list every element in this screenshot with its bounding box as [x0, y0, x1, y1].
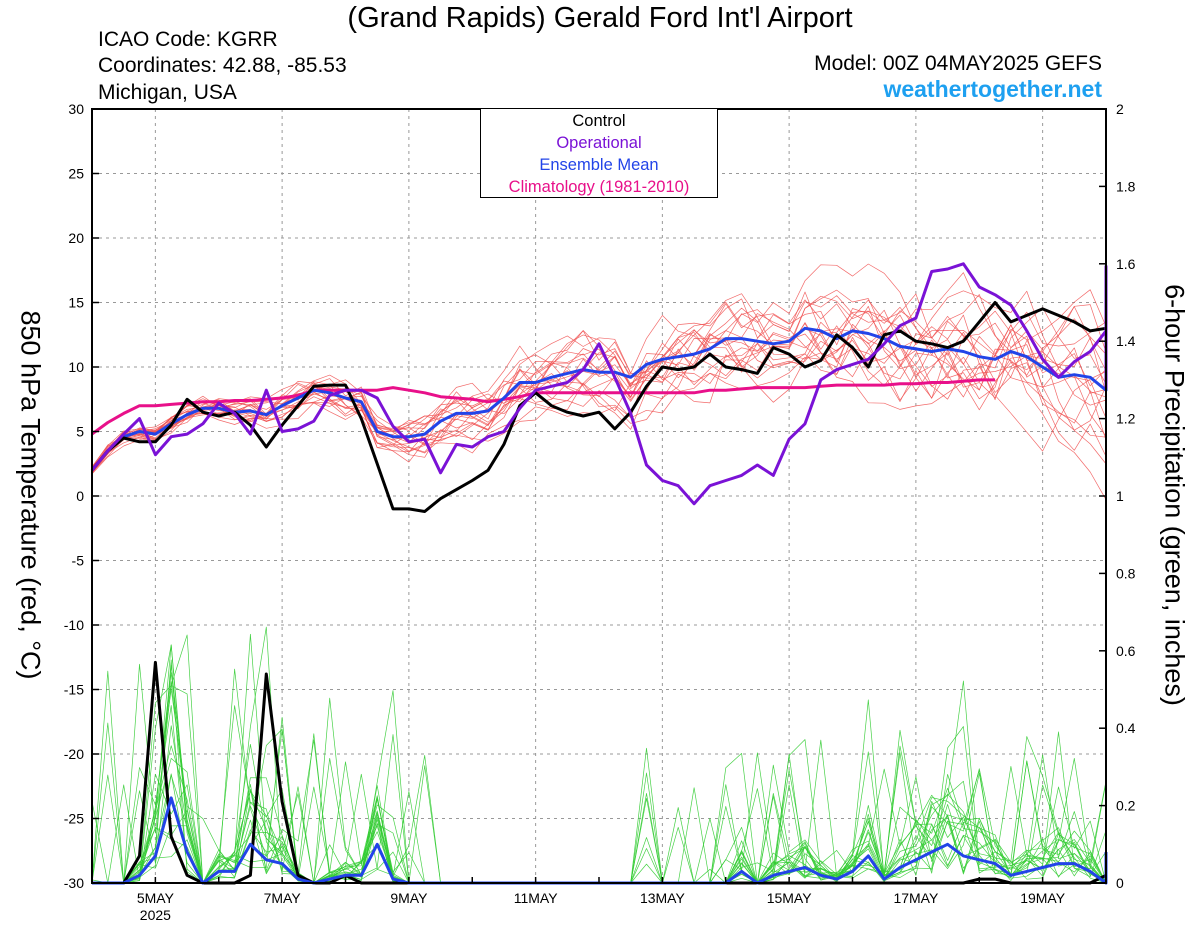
- x-tick-label: 7MAY: [264, 890, 302, 906]
- x-tick-label: 15MAY: [767, 890, 813, 906]
- legend-ensemble-mean: Ensemble Mean: [539, 156, 659, 174]
- x-tick-label: 13MAY: [640, 890, 686, 906]
- region: Michigan, USA: [98, 81, 237, 104]
- x-axis-ticks: 5MAY 7MAY 9MAY 11MAY 13MAY 15MAY 17MAY 19MAY 202…: [91, 877, 1107, 923]
- right-tick-label: 0.4: [1116, 720, 1136, 736]
- x-tick-label: 9MAY: [390, 890, 428, 906]
- temp-climatology-line: [91, 378, 996, 436]
- temperature-member-line: [91, 275, 1107, 469]
- precipitation-member-line: [91, 754, 1107, 884]
- right-tick-label: 1: [1116, 488, 1124, 504]
- legend-operational: Operational: [556, 134, 642, 152]
- left-tick-label: 20: [68, 230, 84, 246]
- legend-climatology: Climatology (1981-2010): [508, 178, 690, 196]
- temperature-member-line: [91, 272, 1107, 511]
- left-axis-label: 850 hPa Temperature (red, °C): [15, 310, 46, 680]
- legend-control: Control: [572, 112, 626, 130]
- temperature-member-line: [91, 280, 1107, 467]
- left-tick-label: -15: [64, 682, 84, 698]
- model-run: Model: 00Z 04MAY2025 GEFS: [814, 52, 1102, 75]
- precipitation-member-line: [91, 670, 1107, 884]
- precipitation-member-line: [92, 697, 1107, 884]
- right-tick-label: 0.8: [1116, 565, 1136, 581]
- right-axis-label: 6-hour Precipitation (green, inches): [1159, 284, 1190, 706]
- temperature-member-line: [91, 293, 1107, 480]
- temp-ensemble-mean-line: [90, 326, 1108, 472]
- left-tick-label: 0: [76, 488, 84, 504]
- left-tick-label: -20: [64, 746, 84, 762]
- x-tick-year-label: 2025: [140, 907, 171, 923]
- left-tick-label: 25: [68, 166, 84, 182]
- x-tick-label: 17MAY: [893, 890, 939, 906]
- right-tick-label: 0.2: [1116, 798, 1136, 814]
- temperature-member-line: [91, 306, 1107, 473]
- right-tick-label: 0.6: [1116, 643, 1136, 659]
- temperature-ensemble-members: [91, 263, 1107, 511]
- left-tick-label: -5: [72, 553, 85, 569]
- left-tick-label: 15: [68, 295, 84, 311]
- precipitation-ensemble-members: [91, 626, 1107, 884]
- precipitation-member-line: [92, 755, 1107, 884]
- icao-code: ICAO Code: KGRR: [98, 28, 278, 51]
- left-tick-label: 10: [68, 359, 84, 375]
- grid-lines: [92, 109, 1106, 883]
- coordinates: Coordinates: 42.88, -85.53: [98, 54, 347, 77]
- site-link[interactable]: weathertogether.net: [883, 76, 1102, 102]
- left-tick-label: -30: [64, 875, 84, 891]
- right-tick-label: 1.4: [1116, 333, 1136, 349]
- left-tick-label: 30: [68, 101, 84, 117]
- precipitation-member-line: [92, 729, 1107, 884]
- left-tick-label: 5: [76, 424, 84, 440]
- legend: Control Operational Ensemble Mean Climat…: [480, 108, 718, 198]
- x-tick-label: 5MAY: [137, 890, 175, 906]
- left-tick-label: -10: [64, 617, 84, 633]
- right-tick-label: 2: [1116, 101, 1124, 117]
- right-tick-label: 1.8: [1116, 178, 1136, 194]
- left-axis-ticks: 30 25 20 15 10 5 0 -5 -10 -15 -20 -25 -30: [64, 101, 99, 891]
- temperature-member-line: [91, 263, 1107, 472]
- right-tick-label: 1.6: [1116, 256, 1136, 272]
- right-tick-label: 0: [1116, 875, 1124, 891]
- x-tick-label: 19MAY: [1020, 890, 1066, 906]
- right-axis-ticks: 2 1.8 1.6 1.4 1.2 1 0.8 0.6 0.4 0.2 0: [1099, 101, 1136, 891]
- right-tick-label: 1.2: [1116, 411, 1136, 427]
- x-tick-label: 11MAY: [514, 890, 558, 906]
- left-tick-label: -25: [64, 811, 84, 827]
- chart-title: (Grand Rapids) Gerald Ford Int'l Airport: [347, 2, 853, 34]
